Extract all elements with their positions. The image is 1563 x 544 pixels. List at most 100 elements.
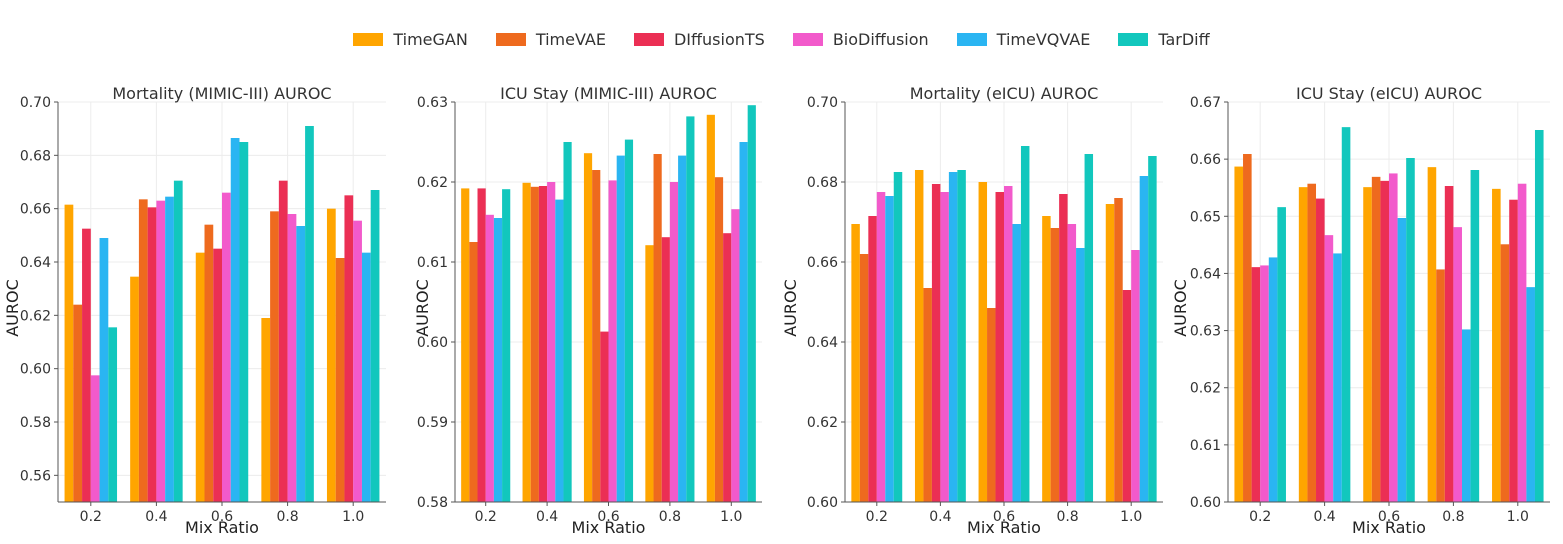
x-tick-label: 1.0 [720, 509, 742, 525]
bar-tardiff-0_6 [1406, 158, 1415, 502]
bar-timevqvae-0_8 [1076, 248, 1085, 502]
bar-timevqvae-1_0 [1526, 287, 1535, 502]
bar-timevqvae-0_4 [948, 172, 958, 502]
bar-tardiff-1_0 [747, 105, 756, 502]
legend-label: TimeVAE [535, 29, 606, 49]
bar-timevqvae-0_6 [1012, 224, 1021, 502]
bar-timevae-0_2 [73, 304, 83, 502]
bar-tardiff-0_8 [1470, 170, 1480, 502]
bar-timevae-0_2 [1243, 154, 1252, 502]
bar-diffusionts-0_6 [1380, 180, 1389, 502]
y-tick-label: 0.62 [20, 308, 51, 324]
bar-timevqvae-0_6 [616, 155, 625, 502]
y-tick-label: 0.56 [20, 468, 51, 484]
bar-timegan-1_0 [706, 114, 715, 503]
bar-tardiff-0_4 [173, 180, 183, 502]
bar-timevae-1_0 [1500, 244, 1510, 503]
bar-timevqvae-0_8 [1461, 329, 1471, 502]
bar-biodiffusion-0_8 [669, 182, 679, 502]
bar-timegan-1_0 [326, 208, 336, 502]
legend-label: TimeGAN [393, 29, 468, 49]
bar-diffusionts-1_0 [344, 195, 354, 503]
y-tick-label: 0.60 [20, 362, 51, 378]
y-tick-label: 0.62 [1190, 381, 1221, 397]
x-axis-title: Mix Ratio [572, 518, 646, 537]
bar-timegan-0_6 [195, 252, 205, 502]
bar-tardiff-0_8 [305, 126, 314, 502]
bar-tardiff-0_2 [893, 172, 903, 502]
bar-timegan-0_2 [1234, 166, 1244, 503]
bar-diffusionts-0_4 [147, 207, 157, 503]
bar-timevqvae-0_4 [165, 196, 174, 502]
bar-timegan-0_6 [583, 153, 593, 502]
y-tick-label: 0.60 [807, 495, 838, 511]
bar-timevae-1_0 [714, 177, 724, 502]
bar-tardiff-0_4 [1341, 127, 1351, 503]
bar-timevqvae-0_8 [296, 226, 306, 502]
legend-label: TimeVQVAE [996, 29, 1091, 49]
bar-diffusionts-0_6 [995, 192, 1004, 502]
bar-biodiffusion-1_0 [1131, 250, 1140, 502]
bar-timevae-0_4 [530, 186, 539, 503]
bar-diffusionts-0_6 [213, 248, 222, 502]
bar-tardiff-0_6 [1020, 146, 1030, 502]
bar-diffusionts-0_2 [82, 228, 91, 502]
bar-biodiffusion-0_6 [1004, 186, 1013, 502]
bar-tardiff-1_0 [370, 190, 380, 502]
bar-tardiff-0_4 [563, 142, 572, 502]
y-tick-label: 0.64 [20, 255, 51, 271]
x-tick-label: 0.4 [929, 509, 951, 525]
y-tick-label: 0.65 [1190, 209, 1221, 225]
y-tick-label: 0.63 [1190, 324, 1221, 340]
y-tick-label: 0.60 [1190, 495, 1221, 511]
bar-biodiffusion-0_8 [1067, 224, 1077, 502]
bar-tardiff-0_2 [1277, 207, 1286, 502]
bar-timevae-0_6 [204, 224, 214, 502]
bar-timegan-0_2 [461, 188, 470, 502]
legend-item-timevqvae: TimeVQVAE [956, 29, 1091, 49]
bar-diffusionts-0_2 [1251, 267, 1261, 502]
bar-timevqvae-0_6 [230, 138, 240, 502]
legend-swatch [792, 32, 823, 46]
chart-panel-4: 0.60 0.61 0.62 0.63 0.64 0.65 0.66 0.67 0.2 0.4 0.… [1171, 84, 1550, 537]
y-tick-label: 0.64 [807, 335, 838, 351]
legend-label: BioDiffusion [832, 29, 929, 49]
bar-biodiffusion-1_0 [353, 220, 362, 502]
bar-tardiff-1_0 [1534, 130, 1544, 502]
bar-timevqvae-0_4 [555, 199, 564, 502]
bar-tardiff-0_2 [502, 189, 511, 502]
y-tick-label: 0.70 [807, 95, 838, 111]
bar-biodiffusion-0_6 [222, 192, 231, 502]
bar-timevae-0_4 [1307, 183, 1317, 502]
bar-diffusionts-0_8 [1444, 186, 1454, 502]
bar-timevqvae-0_6 [1397, 218, 1407, 502]
bar-diffusionts-0_8 [278, 180, 288, 502]
bar-timegan-0_8 [1042, 216, 1051, 502]
bar-biodiffusion-0_6 [1389, 173, 1398, 502]
legend-label: TarDiff [1158, 29, 1210, 49]
bar-timevqvae-0_2 [1268, 257, 1278, 502]
panel-title: Mortality (eICU) AUROC [910, 84, 1099, 103]
bar-biodiffusion-0_2 [485, 214, 494, 503]
y-tick-label: 0.68 [807, 175, 838, 191]
legend-item-timegan: TimeGAN [353, 29, 468, 49]
x-tick-label: 0.2 [866, 509, 888, 525]
x-tick-label: 0.4 [145, 509, 167, 525]
bar-timevae-0_8 [653, 154, 662, 502]
bar-biodiffusion-0_4 [547, 182, 556, 502]
bar-diffusionts-0_4 [931, 184, 941, 502]
legend-swatch [353, 32, 384, 46]
bar-timevae-0_4 [923, 288, 932, 502]
bar-timevqvae-1_0 [739, 142, 748, 502]
bar-tardiff-0_8 [686, 116, 695, 503]
x-tick-label: 0.2 [1249, 509, 1271, 525]
panel-title: ICU Stay (MIMIC-III) AUROC [500, 84, 717, 103]
y-axis-title: AUROC [1171, 279, 1190, 337]
bar-biodiffusion-0_2 [876, 192, 886, 502]
chart-panel-3: 0.60 0.62 0.64 0.66 0.68 0.70 0.2 0.4 0.6 0.8 1.0 M… [781, 84, 1163, 537]
bar-biodiffusion-0_6 [608, 180, 617, 502]
bar-timevae-0_8 [1050, 228, 1060, 502]
y-tick-label: 0.66 [1190, 152, 1221, 168]
x-tick-label: 0.6 [211, 509, 233, 525]
x-tick-label: 0.8 [1442, 509, 1464, 525]
